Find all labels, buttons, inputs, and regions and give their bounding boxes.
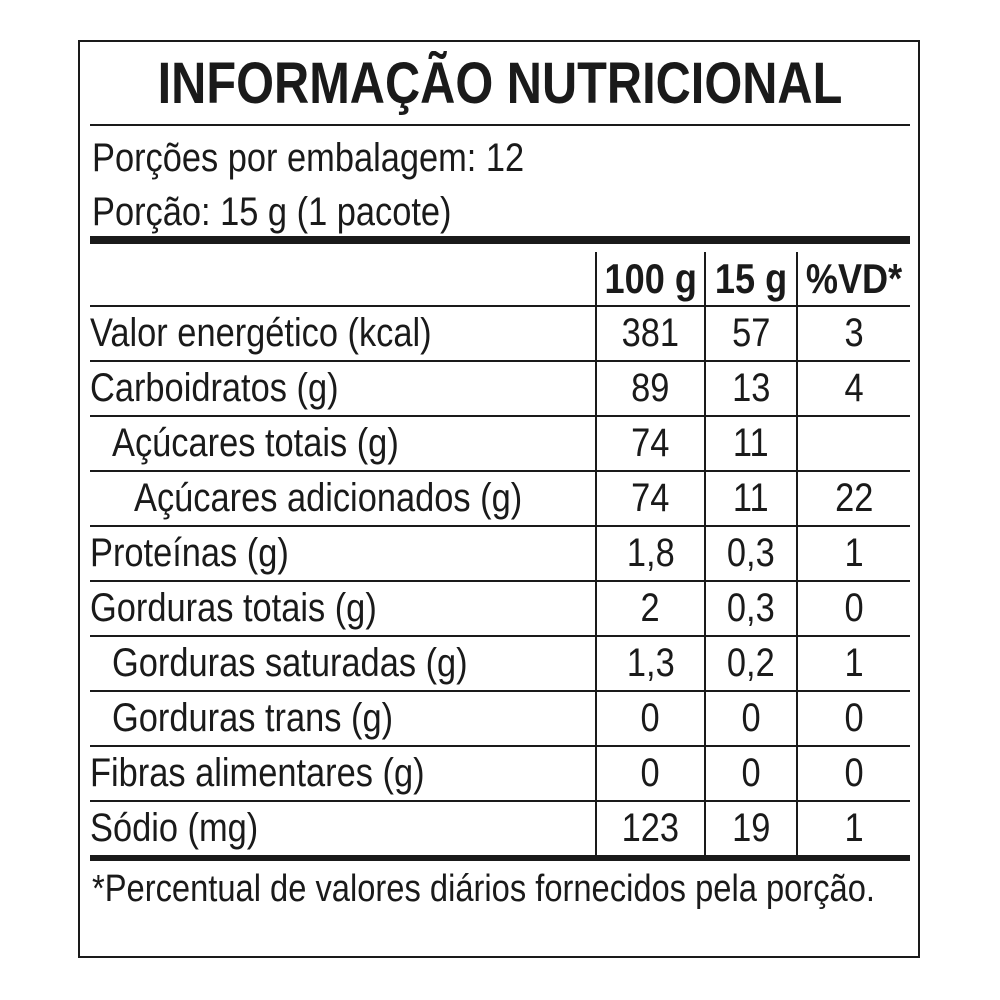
nutrient-label: Valor energético (kcal) — [90, 306, 596, 362]
nutrition-label-border — [78, 40, 920, 958]
header-15g: 15 g — [704, 252, 797, 307]
value-100g: 2 — [594, 581, 706, 637]
value-15g: 13 — [704, 361, 797, 417]
value-15g: 11 — [704, 416, 797, 472]
value-100g: 0 — [594, 691, 706, 747]
value-100g: 381 — [594, 306, 706, 362]
value-vd: 1 — [795, 526, 910, 582]
value-100g: 0 — [594, 746, 706, 802]
header-vd: %VD* — [795, 252, 910, 307]
table-row: Sódio (mg) 123 19 1 — [90, 801, 910, 855]
value-vd — [795, 416, 910, 472]
value-15g: 0 — [704, 746, 797, 802]
value-15g: 0 — [704, 691, 797, 747]
table-header-row: 100 g 15 g %VD* — [90, 252, 910, 307]
value-vd: 0 — [795, 581, 910, 637]
value-100g: 1,3 — [594, 636, 706, 692]
value-15g: 19 — [704, 801, 797, 855]
label-title: INFORMAÇÃO NUTRICIONAL — [157, 51, 843, 116]
value-vd: 3 — [795, 306, 910, 362]
table-row: Gorduras totais (g) 2 0,3 0 — [90, 581, 910, 637]
table-row: Gorduras saturadas (g) 1,3 0,2 1 — [90, 636, 910, 692]
value-vd: 1 — [795, 801, 910, 855]
servings-per-package: Porções por embalagem: 12 — [92, 136, 525, 180]
nutrient-label: Açúcares totais (g) — [90, 416, 596, 472]
serving-size: Porção: 15 g (1 pacote) — [92, 190, 452, 234]
nutrient-label: Gorduras trans (g) — [90, 691, 596, 747]
value-vd: 0 — [795, 746, 910, 802]
header-100g: 100 g — [594, 252, 706, 307]
thick-divider-bottom — [90, 855, 910, 861]
value-15g: 0,3 — [704, 581, 797, 637]
footnote: *Percentual de valores diários fornecido… — [92, 868, 875, 910]
value-vd: 0 — [795, 691, 910, 747]
divider — [90, 124, 910, 126]
nutrient-label: Açúcares adicionados (g) — [90, 471, 596, 527]
value-15g: 11 — [704, 471, 797, 527]
thick-divider — [90, 236, 910, 244]
nutrient-label: Fibras alimentares (g) — [90, 746, 596, 802]
table-row: Açúcares adicionados (g) 74 11 22 — [90, 471, 910, 527]
nutrition-table: 100 g 15 g %VD* Valor energético (kcal) … — [90, 252, 910, 855]
nutrient-label: Carboidratos (g) — [90, 361, 596, 417]
value-vd: 4 — [795, 361, 910, 417]
table-row: Gorduras trans (g) 0 0 0 — [90, 691, 910, 747]
value-100g: 1,8 — [594, 526, 706, 582]
table-row: Açúcares totais (g) 74 11 — [90, 416, 910, 472]
table-row: Fibras alimentares (g) 0 0 0 — [90, 746, 910, 802]
value-vd: 22 — [795, 471, 910, 527]
nutrient-label: Proteínas (g) — [90, 526, 596, 582]
value-100g: 74 — [594, 471, 706, 527]
value-100g: 74 — [594, 416, 706, 472]
value-15g: 0,2 — [704, 636, 797, 692]
value-vd: 1 — [795, 636, 910, 692]
value-15g: 57 — [704, 306, 797, 362]
value-100g: 123 — [594, 801, 706, 855]
header-blank — [90, 252, 596, 307]
nutrient-label: Sódio (mg) — [90, 806, 259, 850]
value-100g: 89 — [594, 361, 706, 417]
nutrient-label: Gorduras saturadas (g) — [90, 636, 596, 692]
value-15g: 0,3 — [704, 526, 797, 582]
nutrient-label: Gorduras totais (g) — [90, 581, 596, 637]
table-row: Carboidratos (g) 89 13 4 — [90, 361, 910, 417]
table-row: Valor energético (kcal) 381 57 3 — [90, 306, 910, 362]
table-row: Proteínas (g) 1,8 0,3 1 — [90, 526, 910, 582]
